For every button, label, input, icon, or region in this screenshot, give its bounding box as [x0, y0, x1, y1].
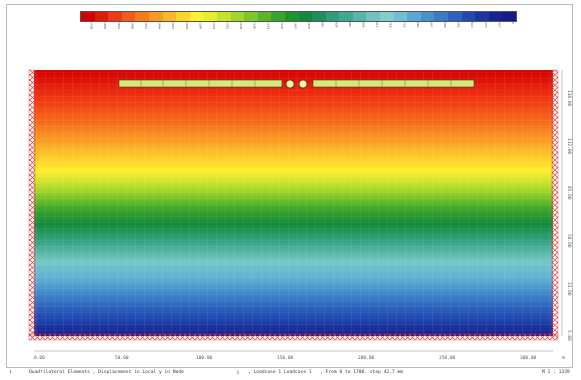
legend-swatch	[488, 12, 503, 21]
status-scale: M 1 : 1339	[542, 370, 570, 375]
legend-swatch	[135, 12, 149, 21]
legend-swatch	[461, 12, 476, 21]
legend-label: 1622	[116, 22, 121, 30]
legend-swatch	[312, 12, 326, 21]
legend-label: 1537	[143, 22, 148, 30]
legend-swatch	[257, 12, 272, 21]
legend-swatch	[216, 12, 231, 21]
legend-label: 811	[375, 22, 380, 28]
legend-label: 1409	[184, 22, 189, 30]
legend-swatch	[94, 12, 109, 21]
y-tick-label: 85.00	[566, 186, 572, 200]
legend-swatch	[352, 12, 367, 21]
legend-label: 1153	[266, 22, 271, 30]
legend-swatch	[121, 12, 136, 21]
legend-swatch	[420, 12, 435, 21]
mesh-grid	[34, 70, 553, 336]
node-glyph-icon: ⇳	[236, 369, 240, 376]
x-tick-label: 150.00	[277, 355, 294, 361]
legend-label: 854	[361, 22, 366, 28]
legend-label: 1452	[171, 22, 176, 30]
y-tick-label: 138.00	[566, 90, 572, 107]
legend-label: 470	[483, 22, 488, 28]
legend-swatch	[271, 12, 285, 21]
status-loadcase: , Loadcase 1 Loadcase 1	[248, 370, 312, 375]
y-tick-label: 31.00	[566, 282, 572, 296]
legend-label: 1323	[211, 22, 216, 30]
x-tick-label: 250.00	[439, 355, 456, 361]
legend-swatch	[475, 12, 489, 21]
legend-labels: 1708 1665 1622 1580 1537 1494 1452 1409 1366 1323…	[80, 22, 515, 36]
legend-label: 769	[388, 22, 393, 28]
legend-swatch	[203, 12, 217, 21]
legend-label: 513	[470, 22, 475, 28]
legend-label: 1110	[279, 22, 284, 30]
legend-swatch	[148, 12, 163, 21]
legend-swatch	[298, 12, 313, 21]
x-unit-label: m	[562, 356, 565, 361]
y-axis-ticks: 5.00 31.00 58.00 85.00 112.00 138.00	[566, 90, 572, 341]
x-tick-label: 200.00	[358, 355, 375, 361]
bottom-support	[28, 333, 559, 341]
x-tick-label: 50.00	[115, 355, 129, 361]
legend-swatch	[380, 12, 394, 21]
legend-swatch	[434, 12, 449, 21]
legend-label: 1665	[103, 22, 108, 30]
legend-swatch	[284, 12, 299, 21]
legend-swatch	[366, 12, 381, 21]
legend-swatch	[81, 12, 95, 21]
status-range: , From 0 to 1708. step 42.7 mm	[320, 370, 403, 375]
x-tick-label: 0.00	[34, 355, 45, 361]
y-tick-label: 5.00	[566, 330, 572, 341]
legend-label: 982	[320, 22, 325, 28]
legend-label: 1580	[130, 22, 135, 30]
legend-label: 897	[347, 22, 352, 28]
legend-label: 555	[456, 22, 461, 28]
right-support	[551, 69, 559, 337]
legend-swatch	[108, 12, 122, 21]
legend-swatch	[448, 12, 462, 21]
status-bar: ⇕ Quadrilateral Elements , Displacement …	[9, 369, 574, 378]
legend-swatch	[407, 12, 421, 21]
y-tick-label: 58.00	[566, 234, 572, 248]
color-legend	[80, 11, 517, 22]
legend-swatch	[339, 12, 353, 21]
legend-swatch	[230, 12, 245, 21]
legend-swatch	[189, 12, 204, 21]
anchor-nodes	[285, 79, 308, 89]
x-axis-ticks: 0.00 50.00 100.00 150.00 200.00 250.00 300.00	[34, 355, 537, 361]
legend-label: 1238	[239, 22, 244, 30]
legend-swatch	[325, 12, 340, 21]
legend-swatch	[244, 12, 258, 21]
legend-label: 1494	[157, 22, 162, 30]
strut-left	[118, 79, 283, 88]
legend-label: 427	[497, 22, 502, 28]
strut-right	[312, 79, 475, 88]
legend-swatch	[502, 12, 516, 21]
legend-label: 683	[415, 22, 420, 28]
legend-swatch	[162, 12, 177, 21]
legend-label: 1708	[89, 22, 94, 30]
legend-label: 726	[402, 22, 407, 28]
legend-label: 1025	[307, 22, 312, 30]
legend-label: 1067	[293, 22, 298, 30]
legend-label: 641	[429, 22, 434, 28]
left-support	[28, 69, 36, 337]
x-tick-label: 100.00	[196, 355, 213, 361]
legend-label: 939	[334, 22, 339, 28]
status-description: Quadrilateral Elements , Displacement in…	[29, 370, 184, 375]
legend-label: 0	[511, 22, 515, 24]
legend-label: 1281	[225, 22, 230, 30]
y-tick-label: 112.00	[566, 138, 572, 155]
legend-swatch	[393, 12, 408, 21]
legend-label: 1366	[198, 22, 203, 30]
legend-label: 1195	[252, 22, 257, 30]
legend-label: 598	[443, 22, 448, 28]
axis-y-icon: ⇕	[9, 369, 13, 375]
x-tick-label: 300.00	[520, 355, 537, 361]
legend-swatch	[176, 12, 190, 21]
